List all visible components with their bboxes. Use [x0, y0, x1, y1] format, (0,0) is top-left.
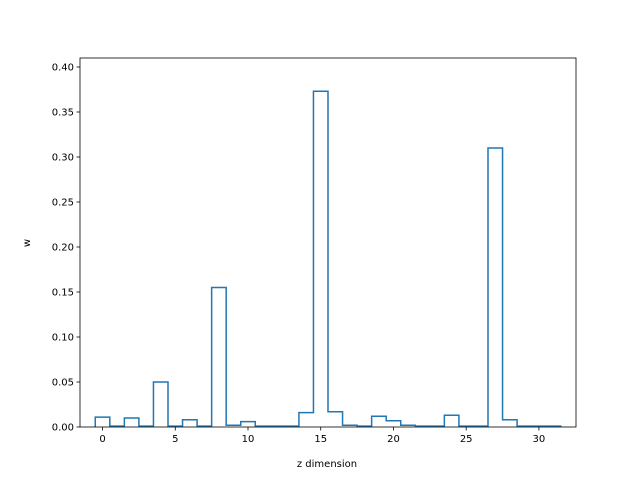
histogram-step-line — [94, 90, 562, 427]
axes-frame — [79, 57, 577, 428]
x-tick-label: 30 — [533, 434, 546, 445]
x-tick-label: 25 — [460, 434, 473, 445]
x-tick-label: 20 — [387, 434, 400, 445]
y-axis: 0.00 0.05 0.10 0.15 0.20 0.25 0.30 0.35 0.40 — [52, 63, 80, 434]
x-tick-label: 15 — [314, 434, 327, 445]
x-axis: 0 5 10 15 20 25 30 — [99, 427, 545, 445]
y-tick-label: 0.15 — [52, 288, 74, 299]
x-tick-label: 0 — [99, 434, 105, 445]
plot-area — [79, 57, 577, 428]
y-tick-label: 0.05 — [52, 378, 74, 389]
y-tick-label: 0.20 — [52, 243, 74, 254]
y-tick-label: 0.40 — [52, 63, 74, 74]
y-tick-label: 0.10 — [52, 333, 74, 344]
y-axis-label: w — [22, 239, 33, 247]
y-tick-label: 0.30 — [52, 153, 74, 164]
x-tick-label: 10 — [242, 434, 255, 445]
x-axis-label: z dimension — [297, 459, 357, 470]
x-tick-label: 5 — [172, 434, 178, 445]
y-tick-label: 0.25 — [52, 198, 74, 209]
y-tick-label: 0.00 — [52, 423, 74, 434]
y-tick-label: 0.35 — [52, 108, 74, 119]
